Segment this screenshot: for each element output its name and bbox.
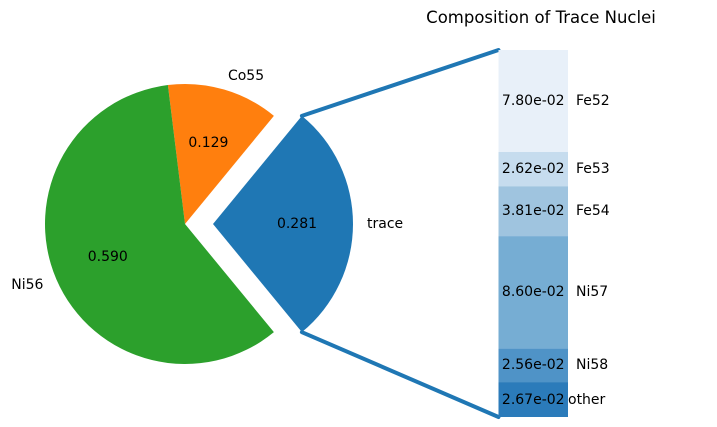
bar-segment-name-ni58: Ni58 (576, 357, 609, 374)
bar-segment-name-fe52: Fe52 (576, 93, 610, 109)
bar-segment-value-ni57: 8.60e-02 (501, 284, 565, 301)
bar-segment-Fe53 (498, 152, 568, 187)
bar-segment-Fe54 (498, 186, 568, 237)
chart-title: Composition of Trace Nuclei (426, 8, 656, 27)
bar-segment-Fe52 (498, 50, 568, 153)
pie-slice-trace (213, 115, 353, 333)
bar-segment-Ni57 (498, 236, 568, 349)
pie-slice-Co55 (167, 83, 274, 224)
pie-slice-Ni56 (44, 85, 274, 365)
bar-segment-value-ni58: 2.56e-02 (501, 357, 565, 374)
pie-slice-name-ni56: Ni56 (11, 276, 44, 293)
pie-slice-value-trace: 0.281 (276, 216, 318, 232)
pie-slice-name-trace: trace (367, 216, 404, 232)
bar-segment-name-fe54: Fe54 (576, 203, 610, 220)
pie-slice-value-co55: 0.129 (188, 135, 229, 152)
pie-slice-value-ni56: 0.590 (87, 249, 128, 266)
pie-slice-name-co55: Co55 (227, 68, 265, 85)
bar-segment-value-fe52: 7.80e-02 (501, 93, 565, 109)
connector-line-bottom (299, 330, 501, 419)
bar-segment-Ni58 (498, 348, 568, 383)
connector-line-top (299, 48, 501, 118)
bar-segment-name-ni57: Ni57 (576, 284, 609, 301)
bar-segment-value-fe53: 2.62e-02 (501, 161, 565, 178)
bar-segment-name-other: other (568, 391, 606, 408)
bar-segment-value-other: 2.67e-02 (501, 391, 565, 408)
bar-segment-name-fe53: Fe53 (576, 161, 610, 178)
bar-segment-other (498, 382, 568, 417)
bar-segment-value-fe54: 3.81e-02 (501, 203, 565, 220)
